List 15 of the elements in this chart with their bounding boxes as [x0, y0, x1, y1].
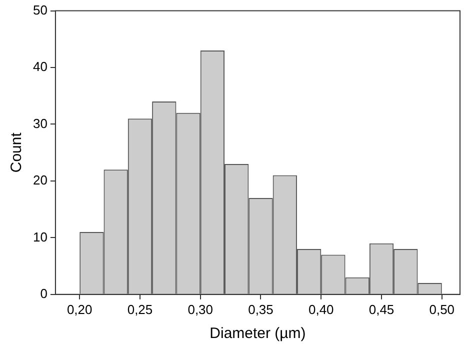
x-tick-label: 0,40	[308, 302, 334, 317]
y-tick-label: 10	[32, 229, 48, 244]
x-tick-label: 0,50	[429, 302, 455, 317]
y-tick-label: 40	[32, 59, 48, 74]
y-tick-label: 20	[32, 172, 48, 188]
x-axis-title: Diameter (µm)	[210, 325, 306, 342]
y-tick-label: 50	[32, 2, 48, 18]
y-tick-label: 0	[40, 286, 48, 301]
x-tick-label: 0,25	[127, 302, 153, 317]
y-axis-title: Count	[8, 132, 26, 173]
x-tick-label: 0,35	[248, 302, 274, 317]
y-tick-label: 30	[32, 116, 48, 131]
x-tick-label: 0,20	[66, 302, 92, 317]
x-tick-label: 0,45	[368, 302, 394, 317]
x-tick-label: 0,30	[188, 302, 214, 317]
